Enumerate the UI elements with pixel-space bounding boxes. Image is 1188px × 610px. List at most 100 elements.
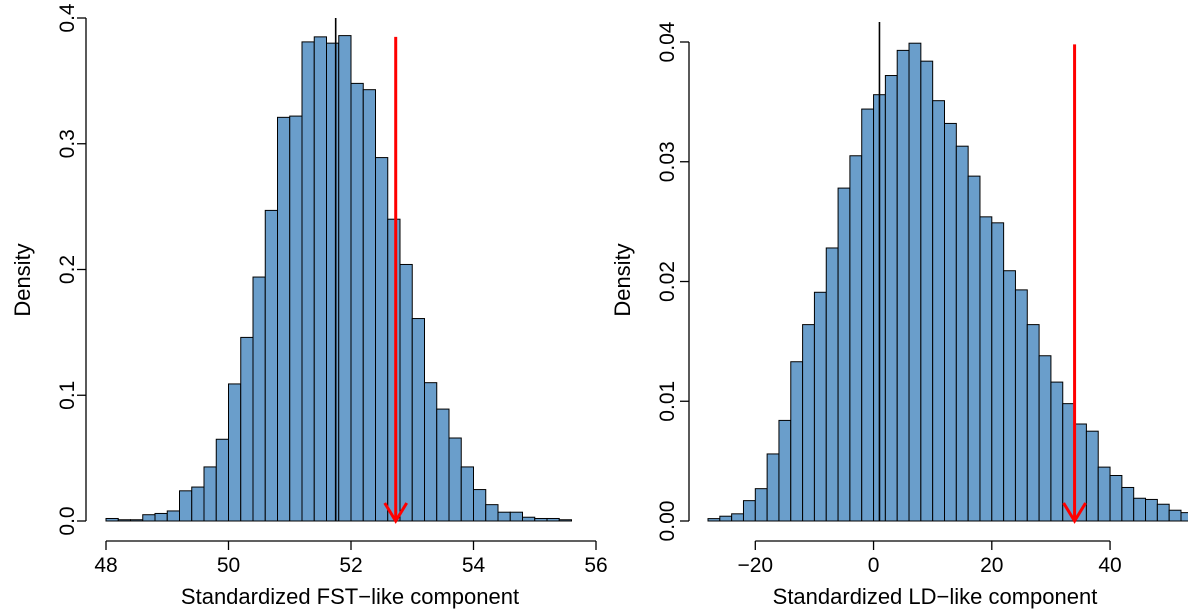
histogram-bar — [1133, 497, 1147, 522]
histogram-bar — [326, 42, 340, 522]
histogram-bar — [742, 500, 756, 522]
y-tick-label: 0.02 — [656, 261, 679, 302]
histogram-bar — [1145, 498, 1158, 522]
x-axis-title-fst: Standardized FST−like component — [181, 584, 519, 609]
histogram-bar — [1121, 486, 1135, 522]
observed-value-arrow-head — [383, 502, 408, 524]
histogram-bar — [932, 100, 945, 522]
histogram-bar — [979, 216, 993, 522]
histogram-bar — [448, 437, 462, 522]
histogram-bar — [436, 408, 450, 522]
histogram-bar — [215, 438, 229, 522]
histogram-bar — [884, 75, 898, 522]
histogram-bar — [1180, 512, 1188, 522]
histogram-bar — [849, 155, 863, 522]
histogram-bar — [264, 209, 278, 522]
histogram-bar — [861, 108, 875, 522]
observed-value-arrow-head — [1062, 502, 1087, 524]
x-tick-label: 54 — [462, 554, 486, 577]
x-tick-label: 50 — [217, 554, 240, 577]
histogram-bar — [191, 486, 205, 522]
histogram-bar — [955, 145, 969, 522]
histogram-bar — [117, 519, 131, 522]
histogram-bar — [1085, 430, 1099, 522]
x-tick-label: 40 — [1098, 554, 1121, 577]
histogram-bar — [1168, 509, 1182, 522]
histogram-bar — [460, 466, 474, 522]
histogram-bar — [1014, 289, 1028, 522]
y-tick-label: 0.01 — [656, 381, 679, 422]
y-tick-label: 0.2 — [56, 255, 79, 284]
x-tick-label: 20 — [980, 554, 1003, 577]
histogram-bar — [105, 517, 119, 522]
histogram-bar — [387, 218, 401, 522]
histogram-bar — [338, 35, 352, 522]
histogram-bar — [240, 336, 254, 522]
histogram-bar — [497, 511, 511, 522]
histogram-bar — [154, 512, 168, 522]
histogram-bar — [313, 36, 327, 522]
histogram-bar — [790, 361, 804, 522]
y-tick-label: 0.4 — [56, 3, 79, 33]
histogram-bar — [375, 157, 389, 522]
histogram-bar — [534, 517, 548, 522]
y-axis-title-ld: Density — [610, 243, 635, 316]
x-tick-label: −20 — [737, 554, 773, 577]
histogram-bar — [754, 488, 768, 522]
x-axis-title-ld: Standardized LD−like component — [773, 584, 1098, 609]
y-tick-label: 0.03 — [656, 141, 679, 182]
histogram-bar — [301, 41, 315, 522]
x-tick-label: 56 — [584, 554, 607, 577]
y-tick-label: 0.3 — [56, 129, 79, 158]
histogram-bar — [1097, 466, 1111, 522]
histogram-bar — [766, 453, 780, 522]
histogram-bar — [289, 115, 303, 522]
histogram-bar — [1003, 270, 1016, 522]
histogram-bar — [802, 324, 815, 522]
histogram-bar — [558, 519, 572, 522]
histogram-bar — [546, 517, 560, 522]
histogram-bar — [424, 382, 438, 522]
histogram-bar — [825, 247, 839, 522]
x-tick-label: 52 — [339, 554, 362, 577]
histogram-bar — [719, 515, 733, 522]
histogram-bar — [778, 419, 792, 522]
histogram-bar — [228, 383, 242, 522]
histogram-bar — [277, 116, 291, 522]
histogram-bar — [707, 518, 721, 522]
histogram-bar — [473, 489, 487, 522]
histogram-panel-ld: Density Standardized LD−like component −… — [610, 21, 1188, 609]
histogram-bar — [179, 490, 193, 522]
histogram-bar — [522, 516, 536, 522]
x-tick-label: 0 — [868, 554, 880, 577]
histogram-bar — [1038, 355, 1052, 522]
histogram-bar — [944, 122, 957, 522]
histogram-bar — [203, 466, 217, 522]
x-tick-label: 48 — [94, 554, 117, 577]
y-tick-label: 0.1 — [56, 381, 79, 410]
histogram-bar — [509, 511, 523, 522]
histogram-bar — [813, 291, 827, 522]
histogram-bar — [896, 49, 910, 522]
histogram-bar — [350, 82, 364, 522]
histogram-bar — [166, 510, 180, 522]
histogram-bar — [485, 504, 499, 522]
y-tick-label: 0.00 — [656, 501, 679, 542]
histogram-bar — [142, 514, 156, 522]
histogram-bar — [1156, 503, 1170, 522]
y-axis-title-fst: Density — [10, 243, 35, 316]
histogram-bar — [731, 513, 744, 522]
histogram-bar — [908, 42, 922, 522]
histogram-bar — [411, 318, 425, 522]
histogram-bar — [1050, 381, 1064, 522]
histogram-bar — [1109, 474, 1123, 522]
histogram-bar — [1026, 324, 1040, 522]
histogram-bar — [130, 519, 144, 522]
histogram-bar — [920, 60, 934, 522]
histogram-bar — [837, 187, 851, 522]
histogram-panel-fst: Density Standardized FST−like component … — [10, 3, 608, 609]
y-tick-label: 0.0 — [56, 506, 79, 535]
histogram-bar — [362, 89, 376, 522]
histogram-bar — [252, 276, 266, 522]
